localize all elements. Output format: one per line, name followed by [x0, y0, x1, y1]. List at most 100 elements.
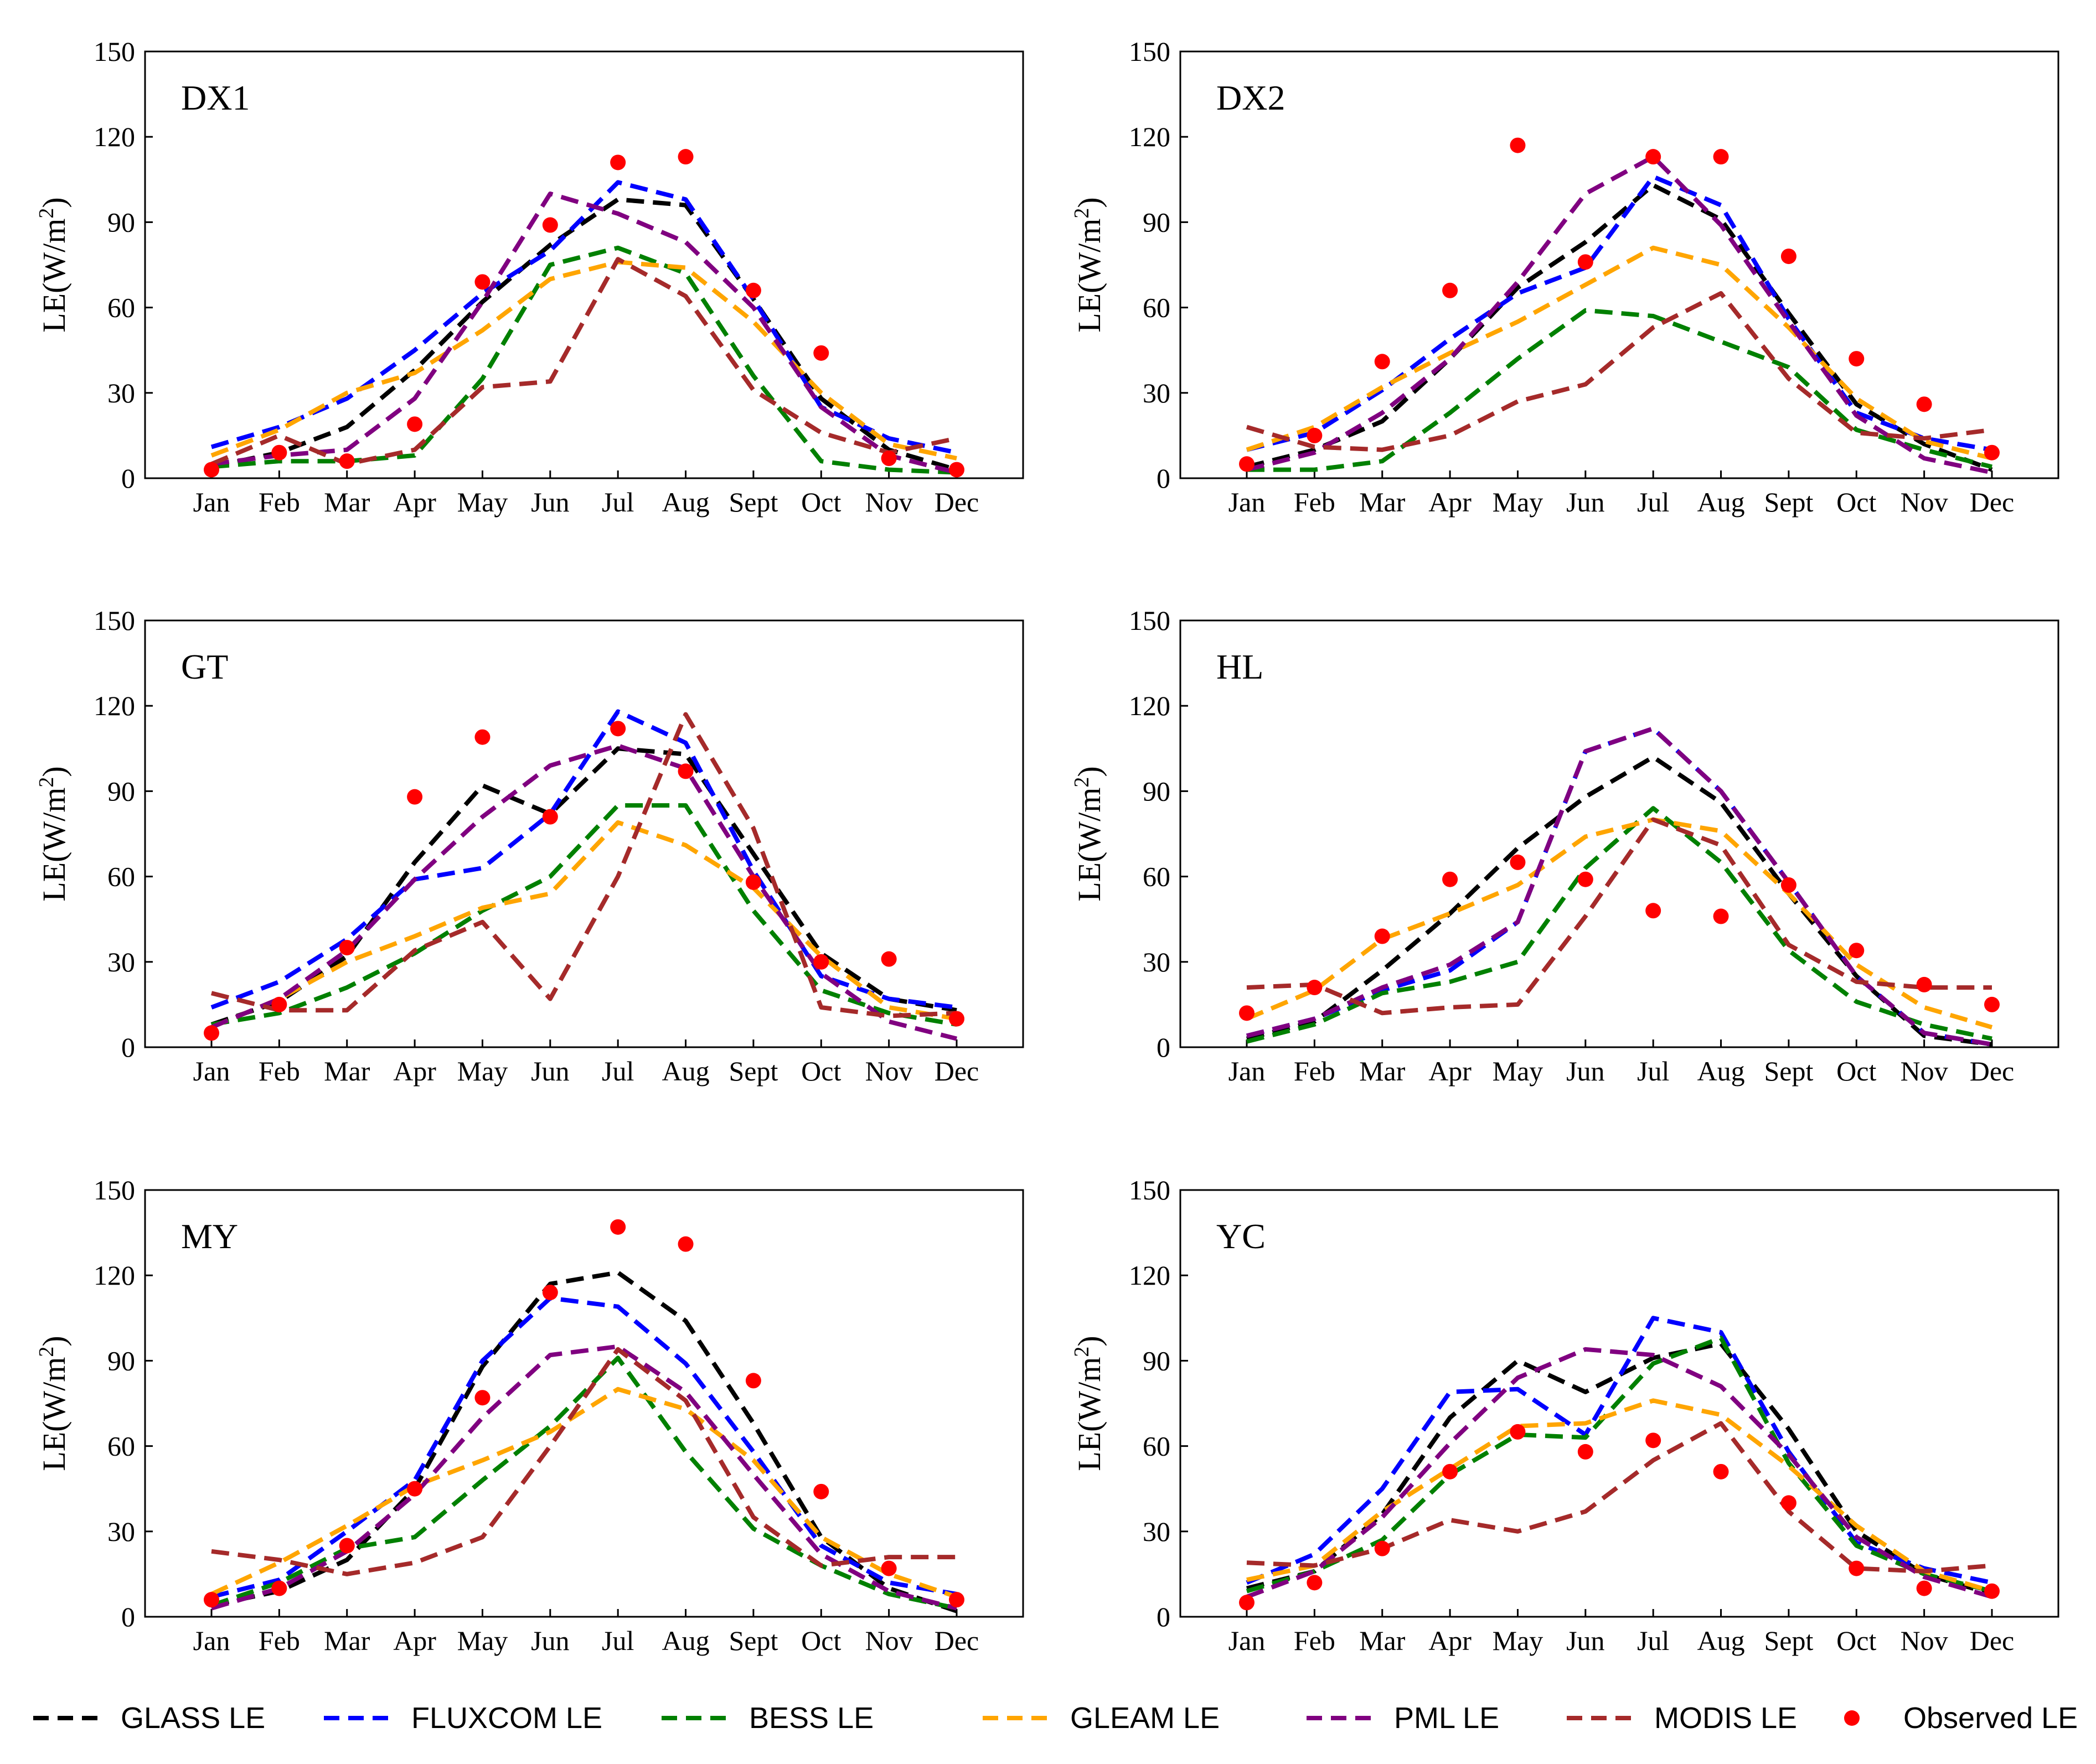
y-tick-label: 90 — [1143, 775, 1170, 806]
series-line-modis-le — [210, 257, 957, 467]
observed-point — [1984, 1583, 2000, 1599]
legend: GLASS LE FLUXCOM LE BESS LE GLEAM LE PML LE M… — [33, 1701, 2078, 1735]
y-axis-label: LE(W/m2) — [35, 197, 72, 332]
x-tick-label: Nov — [865, 1625, 913, 1656]
y-tick-label: 90 — [107, 1345, 135, 1376]
legend-item-observed-le: Observed LE — [1844, 1701, 2078, 1735]
observed-point — [881, 1560, 897, 1576]
y-tick-label: 60 — [1143, 1431, 1170, 1462]
observed-point — [1713, 908, 1729, 924]
x-tick-label: May — [1493, 1056, 1543, 1087]
y-tick-label: 150 — [1129, 605, 1170, 636]
x-tick-label: Dec — [935, 487, 979, 518]
y-tick-label: 30 — [1143, 1516, 1170, 1547]
panel-dx1: 0 30 60 90 120 150 Jan Feb Mar Apr May Jun Jul Aug Sep… — [35, 36, 1024, 518]
observed-point — [542, 809, 558, 825]
series-line-gleam-le — [210, 260, 957, 461]
series-line-modis-le — [211, 1347, 957, 1576]
panels: 0 30 60 90 120 150 Jan Feb Mar Apr May Jun Jul Aug Sep… — [35, 36, 2059, 1656]
x-tick-label: Oct — [1836, 487, 1876, 518]
x-tick-label: Oct — [1836, 1056, 1876, 1087]
observed-point — [1442, 1463, 1458, 1480]
y-axis-label: LE(W/m2) — [35, 766, 72, 901]
observed-point — [745, 874, 761, 890]
x-tick-label: Dec — [1970, 1625, 2015, 1656]
observed-point — [1577, 254, 1593, 270]
y-tick-label: 120 — [94, 1260, 135, 1291]
observed-point — [1849, 351, 1865, 367]
x-tick-label: Oct — [801, 1625, 841, 1656]
plot-frame — [144, 50, 1024, 479]
x-tick-label: Jun — [1566, 487, 1604, 518]
observed-point — [1374, 354, 1390, 370]
y-tick-label: 60 — [1143, 861, 1170, 892]
x-tick-label: Feb — [1294, 1056, 1335, 1087]
legend-item-fluxcom-le: FLUXCOM LE — [324, 1701, 602, 1735]
y-tick-label: 60 — [1143, 292, 1170, 323]
observed-point — [610, 1219, 626, 1235]
legend-label: FLUXCOM LE — [411, 1701, 602, 1735]
series-line-glass-le — [1246, 754, 1992, 1047]
x-tick-label: Aug — [1697, 1625, 1744, 1656]
x-tick-label: Mar — [1359, 1625, 1406, 1656]
x-tick-label: Jan — [1228, 1625, 1266, 1656]
x-tick-label: Apr — [393, 1625, 436, 1656]
series-line-pml-le — [1246, 726, 1992, 1047]
x-tick-label: May — [457, 487, 508, 518]
observed-point — [542, 217, 558, 233]
observed-point — [1239, 1005, 1254, 1021]
observed-point — [542, 1285, 558, 1301]
legend-label: GLEAM LE — [1070, 1701, 1220, 1735]
observed-point — [1645, 149, 1661, 165]
x-tick-label: Jul — [1637, 1056, 1669, 1087]
series-line-bess-le — [211, 803, 957, 1027]
observed-point — [407, 1481, 423, 1497]
observed-point — [1780, 877, 1796, 893]
y-tick-label: 60 — [107, 861, 135, 892]
series-line-glass-le — [1246, 183, 1993, 472]
site-label: DX2 — [1216, 78, 1285, 117]
observed-point — [813, 345, 829, 361]
y-axis-label: LE(W/m2) — [35, 1336, 72, 1471]
x-tick-label: Sept — [729, 1056, 778, 1087]
plot-frame — [144, 1189, 1024, 1618]
series-line-glass-le — [210, 746, 957, 1027]
observed-point — [339, 1538, 355, 1554]
series-line-bess-le — [1247, 308, 1992, 472]
y-tick-label: 0 — [1157, 1032, 1170, 1063]
x-tick-label: Sept — [1764, 1056, 1813, 1087]
x-tick-label: Jan — [1228, 487, 1266, 518]
x-tick-label: Oct — [1836, 1625, 1876, 1656]
y-tick-label: 60 — [107, 1431, 135, 1462]
x-tick-label: Jun — [1566, 1625, 1604, 1656]
y-tick-label: 0 — [121, 463, 135, 494]
observed-point — [881, 451, 897, 467]
observed-point — [1577, 1444, 1593, 1460]
series-line-pml-le — [210, 743, 957, 1041]
legend-item-pml-le: PML LE — [1307, 1701, 1499, 1735]
observed-point — [474, 274, 491, 290]
y-tick-label: 120 — [1129, 121, 1170, 152]
observed-point — [949, 462, 964, 478]
observed-point — [1577, 871, 1593, 887]
observed-point — [745, 282, 761, 298]
x-tick-label: Dec — [935, 1625, 979, 1656]
y-tick-label: 120 — [1129, 1260, 1170, 1291]
x-tick-label: Dec — [935, 1056, 979, 1087]
y-tick-label: 90 — [107, 775, 135, 806]
legend-label: BESS LE — [749, 1701, 874, 1735]
x-tick-label: Feb — [259, 487, 300, 518]
x-tick-label: Nov — [1901, 487, 1948, 518]
x-tick-label: Jul — [602, 1625, 634, 1656]
observed-point — [1780, 249, 1796, 265]
legend-label: PML LE — [1394, 1701, 1499, 1735]
y-tick-label: 90 — [107, 206, 135, 237]
series-line-bess-le — [211, 245, 957, 475]
legend-item-glass-le: GLASS LE — [33, 1701, 265, 1735]
observed-point — [1916, 1580, 1932, 1596]
panel-hl: 0 30 60 90 120 150 Jan Feb Mar Apr May Jun Jul Aug Sep… — [1070, 605, 2059, 1087]
x-tick-label: Jun — [531, 1056, 569, 1087]
observed-point — [204, 462, 219, 478]
series-line-modis-le — [1246, 1421, 1992, 1574]
observed-point — [1984, 996, 2000, 1012]
